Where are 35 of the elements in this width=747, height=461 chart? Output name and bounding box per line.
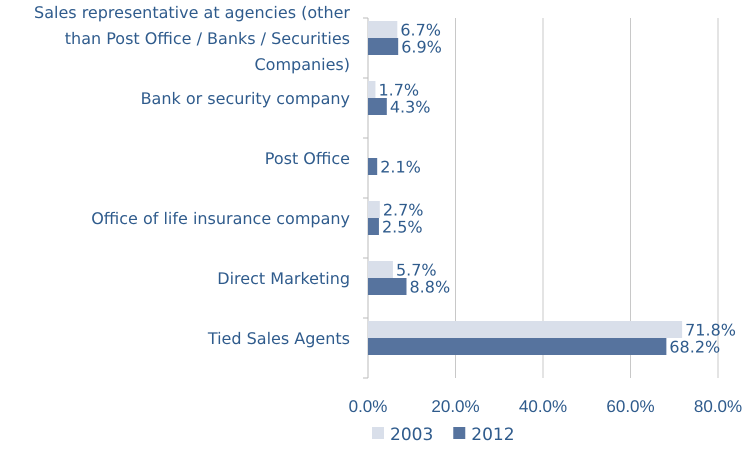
y-tick-label: Office of life insurance company [91, 209, 350, 228]
bar [368, 81, 376, 98]
data-label: 68.2% [669, 338, 720, 356]
y-tick-label: Sales representative at agencies (other than Post Office / Banks / Securities Companies) [34, 3, 350, 74]
data-label: 6.7% [400, 20, 441, 40]
bar [368, 201, 380, 218]
x-tick-label: 40.0% [518, 397, 568, 416]
data-label: 4.3% [390, 98, 430, 116]
bar [368, 321, 682, 338]
data-label: 8.8% [410, 278, 450, 296]
y-tick-label: Direct Marketing [217, 269, 350, 288]
bar [368, 278, 406, 295]
y-tick-label: Tied Sales Agents [206, 329, 350, 348]
data-label: 2.7% [382, 200, 424, 220]
x-tick-label: 0.0% [348, 397, 388, 416]
y-tick-label: Bank or security company [140, 89, 350, 108]
bar [368, 158, 378, 175]
bar [368, 218, 379, 235]
x-tick-label: 20.0% [431, 397, 480, 416]
y-tick-label: Post Office [264, 149, 350, 168]
bar [368, 338, 666, 355]
legend-label: 2003 [390, 425, 434, 445]
x-tick-label: 60.0% [606, 397, 655, 416]
data-label: 1.7% [378, 80, 420, 100]
data-label: 2.5% [382, 218, 423, 236]
legend-label: 2012 [471, 425, 515, 445]
data-label: 2.1% [380, 158, 421, 176]
bar [368, 261, 393, 278]
data-label: 6.9% [401, 38, 442, 56]
data-label: 71.8% [685, 320, 736, 340]
bar [368, 21, 398, 38]
bar [368, 98, 387, 115]
x-tick-label: 80.0% [694, 397, 742, 416]
bar [368, 38, 398, 55]
data-label: 5.7% [396, 260, 437, 280]
